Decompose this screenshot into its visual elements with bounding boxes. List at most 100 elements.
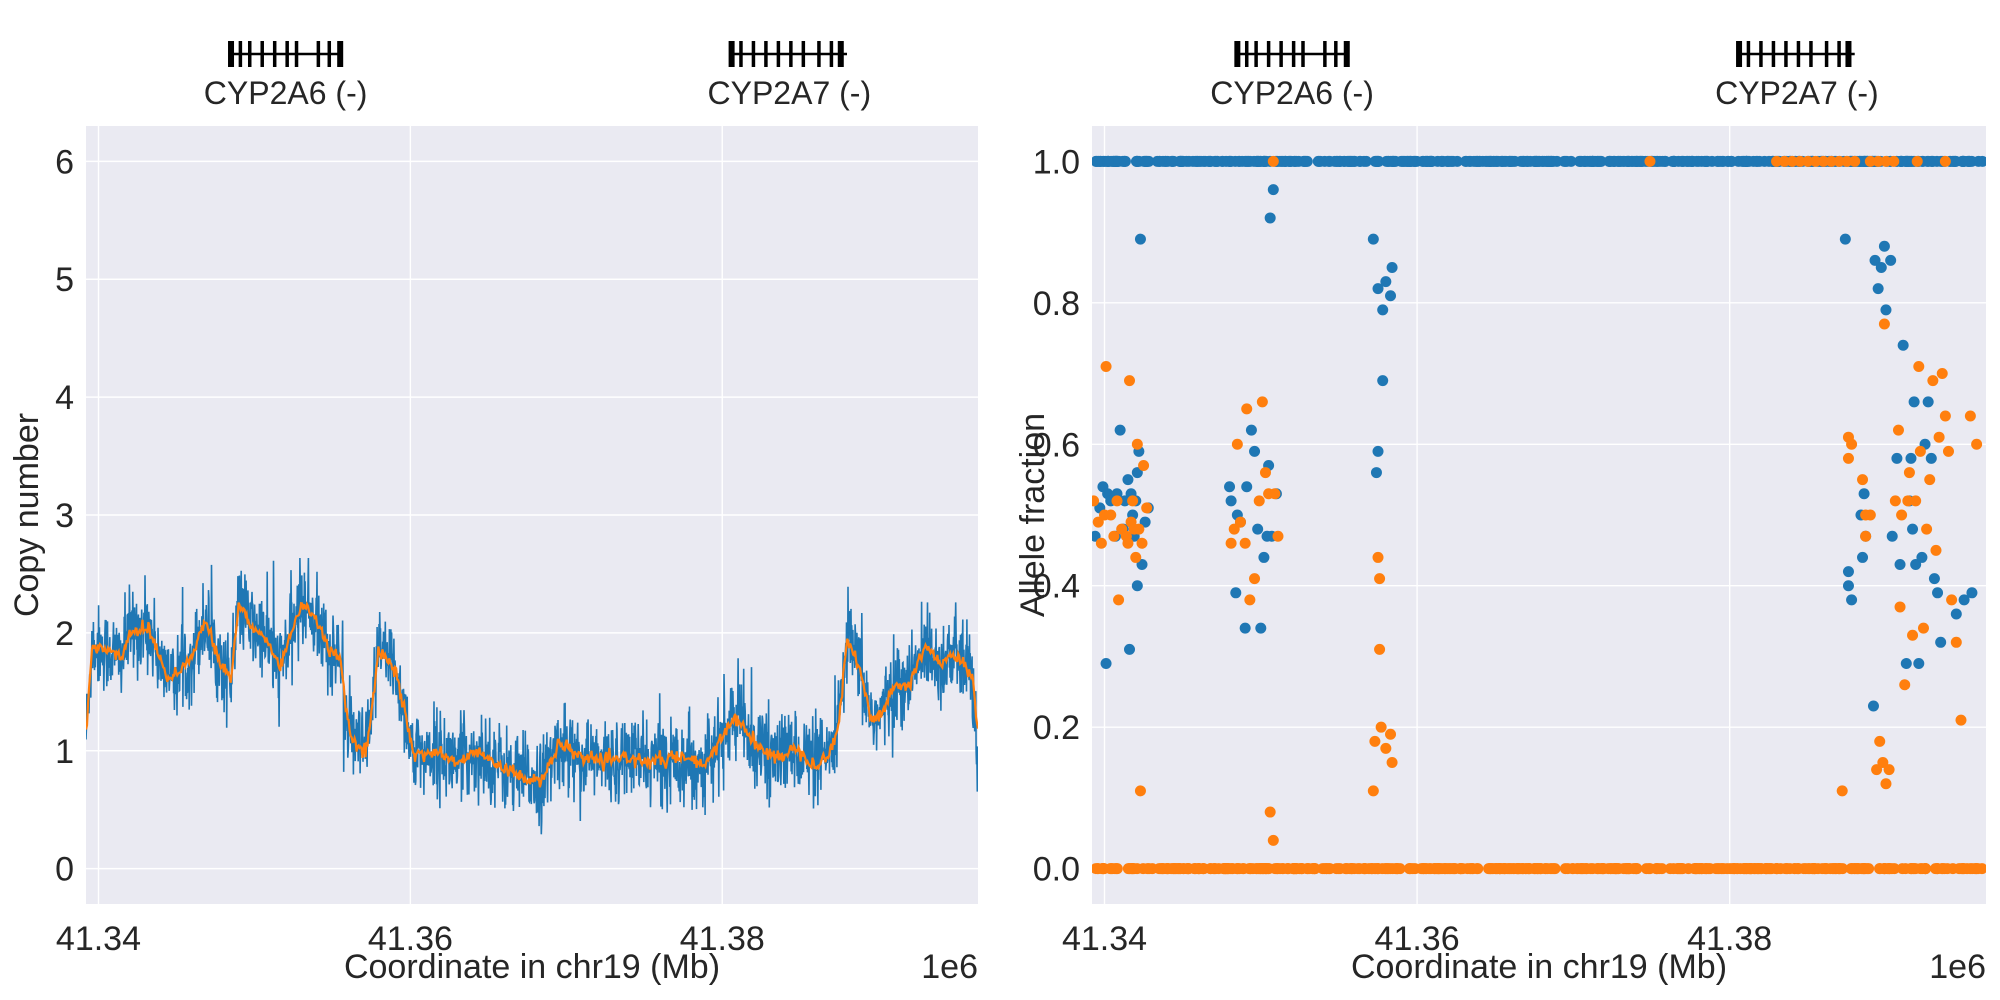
band-point: [1300, 155, 1312, 167]
allele-point: [1374, 643, 1386, 655]
band-point: [1611, 863, 1623, 875]
exon-mark: [1784, 41, 1788, 67]
allele-point: [1871, 764, 1883, 776]
allele-point: [1114, 424, 1126, 436]
allele-point: [1136, 559, 1148, 571]
allele-point: [1867, 700, 1879, 712]
exon-mark: [327, 41, 332, 67]
band-point: [1640, 863, 1652, 875]
plot-area: [1092, 126, 1986, 904]
highlight-point: [1786, 155, 1798, 167]
allele-point: [1136, 537, 1148, 549]
exon-mark: [1323, 41, 1327, 67]
exon-mark: [1266, 41, 1271, 67]
band-point: [1956, 155, 1968, 167]
allele-point: [1886, 530, 1898, 542]
band-point: [1969, 863, 1981, 875]
allele-point: [1900, 658, 1912, 670]
band-point: [1503, 155, 1515, 167]
band-point: [1656, 863, 1668, 875]
allele-point: [1367, 785, 1379, 797]
allele-point: [1127, 495, 1139, 507]
allele-point: [1880, 778, 1892, 790]
allele-point: [1230, 587, 1242, 599]
allele-point: [1842, 566, 1854, 578]
band-point: [1524, 155, 1536, 167]
allele-point: [1131, 438, 1143, 450]
band-point: [1551, 155, 1563, 167]
band-point: [1190, 863, 1202, 875]
band-point: [1354, 155, 1366, 167]
allele-point: [1950, 608, 1962, 620]
band-point: [1370, 155, 1382, 167]
band-point: [1927, 155, 1939, 167]
allele-point: [1372, 445, 1384, 457]
band-point: [1659, 155, 1671, 167]
band-point: [1491, 863, 1503, 875]
allele-point: [1224, 481, 1236, 493]
allele-point: [1958, 594, 1970, 606]
band-point: [1352, 863, 1364, 875]
allele-point: [1124, 643, 1136, 655]
allele-point: [1913, 658, 1925, 670]
allele-point: [1386, 757, 1398, 769]
band-point: [1597, 863, 1609, 875]
allele-point: [1122, 474, 1134, 486]
gene-annotation: CYP2A6 (-): [1210, 41, 1374, 111]
band-point: [1594, 155, 1606, 167]
band-point: [1405, 863, 1417, 875]
exon-mark: [247, 41, 252, 67]
allele-point: [1264, 212, 1276, 224]
band-point: [1439, 863, 1451, 875]
band-point: [1464, 863, 1476, 875]
x-axis-label: Coordinate in chr19 (Mb): [1351, 948, 1727, 986]
allele-point: [1894, 601, 1906, 613]
band-point: [1139, 155, 1151, 167]
highlight-point: [1849, 155, 1861, 167]
gene-label: CYP2A6 (-): [204, 75, 368, 111]
allele-point: [1922, 396, 1934, 408]
exon-mark: [337, 41, 344, 67]
allele-point: [1267, 184, 1279, 196]
highlight-point: [1939, 155, 1951, 167]
exon-mark: [272, 41, 277, 67]
exon-mark: [776, 41, 781, 67]
band-point: [1977, 155, 1986, 167]
highlight-point: [1802, 155, 1814, 167]
exon-mark: [739, 41, 743, 67]
band-point: [1845, 863, 1857, 875]
band-point: [1102, 155, 1114, 167]
highlight-point: [1817, 155, 1829, 167]
band-point: [1272, 863, 1284, 875]
allele-point: [1252, 523, 1264, 535]
band-point: [1579, 155, 1591, 167]
allele-point: [1256, 396, 1268, 408]
highlight-point: [1911, 155, 1923, 167]
exon-mark: [1824, 41, 1829, 67]
gene-annotation: CYP2A7 (-): [1715, 41, 1879, 111]
allele-point: [1231, 438, 1243, 450]
band-point: [1319, 155, 1331, 167]
allele-point: [1139, 516, 1151, 528]
band-point: [1092, 155, 1104, 167]
band-point: [1092, 863, 1104, 875]
allele-point: [1138, 459, 1150, 471]
allele-point: [1925, 452, 1937, 464]
band-point: [1668, 155, 1680, 167]
band-point: [1738, 863, 1750, 875]
allele-point: [1857, 474, 1869, 486]
allele-point: [1939, 410, 1951, 422]
highlight-point: [1872, 155, 1884, 167]
band-point: [1586, 155, 1598, 167]
y-tick-label: 6: [55, 143, 74, 181]
allele-point: [1228, 523, 1240, 535]
band-point: [1397, 155, 1409, 167]
allele-point: [1885, 254, 1897, 266]
exon-mark: [228, 41, 235, 67]
y-tick-label: 0: [55, 851, 74, 889]
band-point: [1182, 863, 1194, 875]
plot-marks: [86, 557, 978, 835]
allele-point: [1869, 254, 1881, 266]
allele-point: [1134, 785, 1146, 797]
band-point: [1603, 155, 1615, 167]
